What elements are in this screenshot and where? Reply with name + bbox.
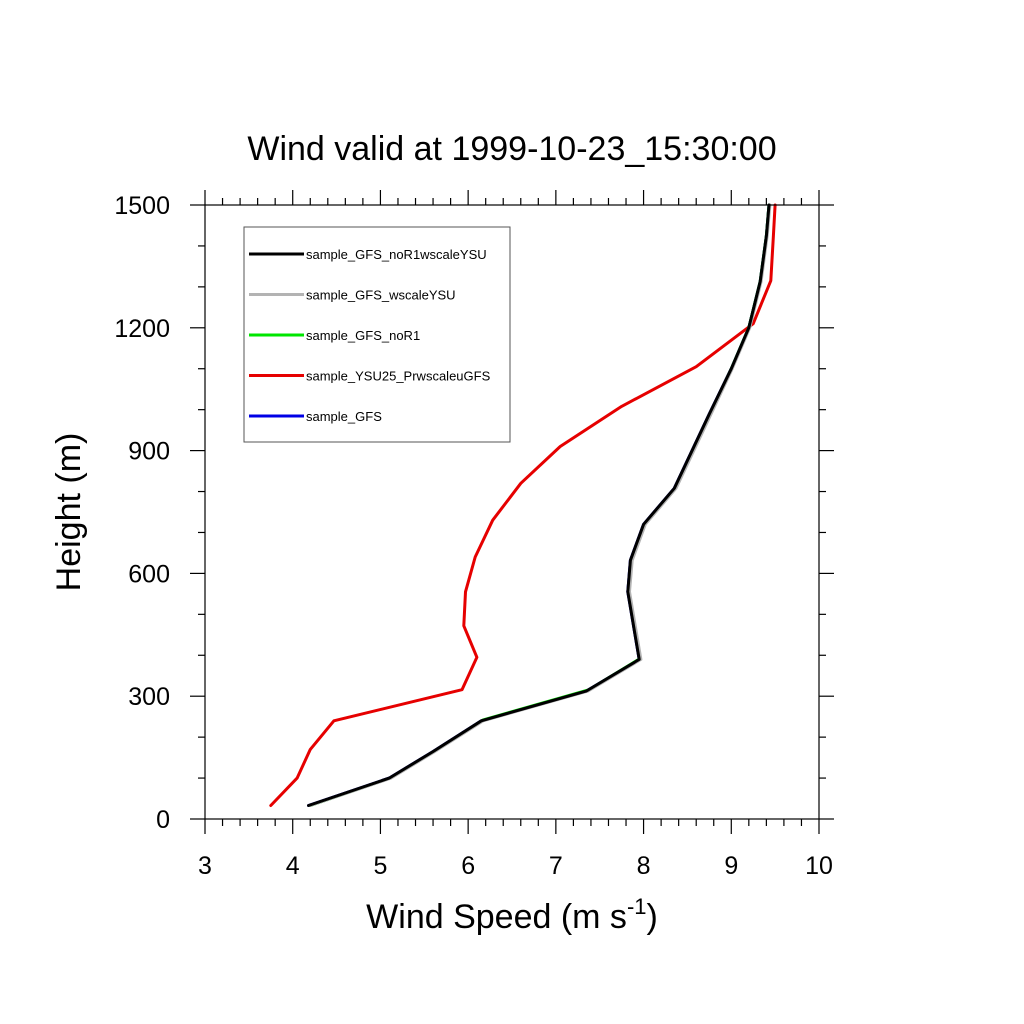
y-tick-label: 900 bbox=[128, 438, 170, 466]
x-tick-label: 10 bbox=[805, 852, 833, 880]
series-layer bbox=[269, 203, 777, 807]
legend-items: sample_GFS_noR1wscaleYSU sample_GFS_wscal… bbox=[249, 247, 491, 424]
x-axis-label-superscript: -1 bbox=[627, 894, 647, 919]
plot-frame bbox=[204, 204, 820, 820]
series-line-0 bbox=[307, 203, 771, 807]
x-axis-label-tail: ) bbox=[647, 898, 658, 936]
chart-title: Wind valid at 1999-10-23_15:30:00 bbox=[247, 130, 776, 168]
legend-label-3: sample_YSU25_PrwscaleuGFS bbox=[306, 369, 491, 384]
legend: sample_GFS_noR1wscaleYSU sample_GFS_wscal… bbox=[243, 226, 511, 443]
x-tick-label: 7 bbox=[549, 852, 563, 880]
y-tick-label: 1500 bbox=[114, 192, 170, 220]
y-tick-label: 0 bbox=[156, 806, 170, 834]
legend-label-4: sample_GFS bbox=[306, 409, 382, 424]
x-tick-label: 9 bbox=[724, 852, 738, 880]
y-tick-label: 300 bbox=[128, 683, 170, 711]
y-tick-label: 600 bbox=[128, 560, 170, 588]
series-line-3 bbox=[269, 203, 777, 807]
x-tick-label: 3 bbox=[198, 852, 212, 880]
y-tick-label: 1200 bbox=[114, 315, 170, 343]
x-tick-label: 6 bbox=[461, 852, 475, 880]
x-axis-label-main: Wind Speed (m s bbox=[366, 898, 627, 936]
x-axis-label: Wind Speed (m s-1) bbox=[366, 894, 658, 936]
x-tick-label: 5 bbox=[373, 852, 387, 880]
legend-label-1: sample_GFS_wscaleYSU bbox=[306, 288, 456, 303]
x-tick-label: 8 bbox=[637, 852, 651, 880]
y-axis-label: Height (m) bbox=[50, 433, 88, 592]
legend-label-2: sample_GFS_noR1 bbox=[306, 328, 420, 343]
x-tick-label: 4 bbox=[286, 852, 300, 880]
tick-labels-layer: 3 4 5 6 7 8 9 10 0 300 600 900 1200 1500 bbox=[114, 192, 833, 880]
ticks-layer bbox=[190, 190, 834, 834]
legend-label-0: sample_GFS_noR1wscaleYSU bbox=[306, 247, 487, 262]
